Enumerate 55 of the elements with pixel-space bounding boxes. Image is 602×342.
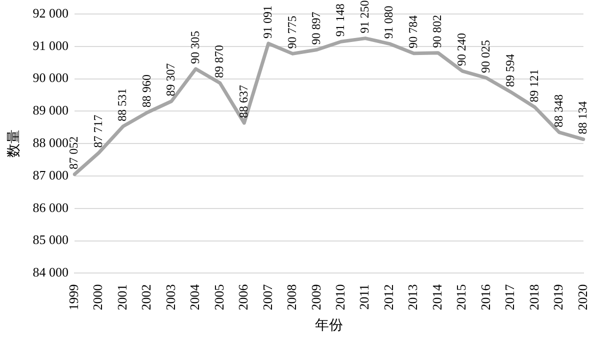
data-label: 90 897 [309,12,324,45]
data-label: 87 717 [90,114,105,148]
data-label: 88 531 [115,88,130,122]
x-tick-label: 2001 [114,284,130,310]
x-tick-label: 2004 [187,284,202,310]
x-tick-label: 2019 [550,284,566,310]
x-tick-label: 2016 [478,284,493,310]
data-label: 89 870 [212,45,226,78]
x-tick-label: 2009 [308,284,324,310]
x-tick-label: 2015 [454,284,469,310]
data-label: 90 025 [478,40,493,73]
x-tick-label: 2010 [332,284,348,310]
y-tick-label: 92 000 [32,5,69,20]
y-tick-label: 85 000 [32,232,69,248]
data-label: 89 307 [164,63,178,96]
y-tick-label: 87 000 [32,167,69,182]
data-label: 91 250 [357,0,372,34]
x-tick-label: 2012 [380,284,396,310]
data-label: 90 775 [284,16,299,49]
y-tick-label: 90 000 [32,70,69,86]
y-tick-label: 88 000 [32,135,69,150]
x-tick-label: 2008 [284,284,300,310]
data-label: 88 960 [139,74,154,108]
x-tick-label: 2007 [260,284,275,310]
x-tick-label: 2002 [138,284,154,310]
x-tick-label: 2005 [211,284,226,310]
data-label: 89 121 [527,69,542,102]
x-tick-label: 2000 [90,284,106,310]
x-tick-label: 2006 [236,284,251,310]
data-label: 91 148 [333,4,348,37]
y-tick-label: 91 000 [32,38,69,53]
x-tick-label: 2013 [405,284,420,310]
x-tick-label: 2011 [356,284,372,310]
x-tick-label: 1999 [66,284,81,310]
data-label: 90 305 [188,30,202,64]
x-tick-label: 2003 [162,284,178,310]
y-tick-label: 84 000 [32,264,69,280]
data-label: 90 240 [454,33,468,66]
data-label: 88 348 [551,94,566,128]
x-tick-label: 2018 [526,284,542,310]
data-label: 89 594 [502,54,517,87]
data-label: 88 134 [576,101,590,134]
x-tick-label: 2017 [502,284,518,310]
data-label: 90 784 [406,15,420,48]
x-axis-title: 年份 [314,317,343,334]
y-tick-label: 86 000 [32,200,69,215]
data-label: 88 637 [236,84,250,118]
data-label: 91 080 [382,6,396,39]
data-label: 91 091 [260,5,275,38]
x-tick-label: 2020 [574,284,590,310]
x-tick-label: 2014 [429,284,444,310]
data-label: 87 052 [66,136,81,170]
y-tick-label: 89 000 [32,102,69,118]
data-label: 90 802 [430,14,444,48]
y-axis-title: 数量 [6,130,22,158]
